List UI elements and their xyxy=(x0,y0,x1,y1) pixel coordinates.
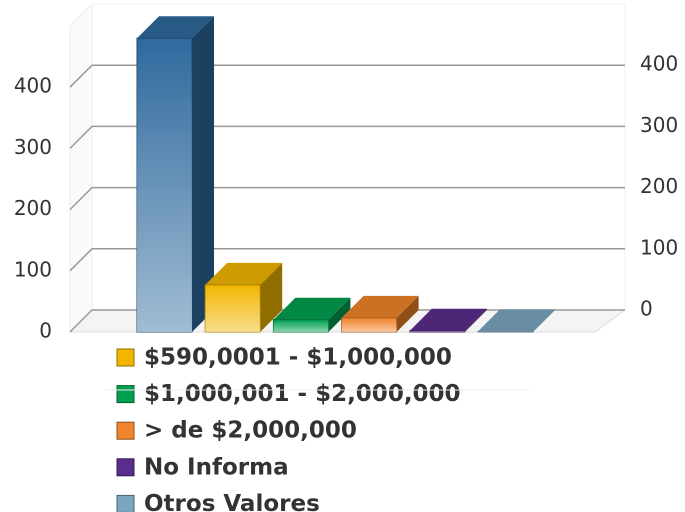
bar-top xyxy=(478,309,555,332)
bar-side xyxy=(192,16,214,333)
bar-side xyxy=(464,308,487,332)
bar-highlight xyxy=(137,38,192,333)
bar xyxy=(272,297,351,333)
grid-line xyxy=(69,186,625,211)
bar-top xyxy=(273,297,351,320)
y-tick-label: 400 xyxy=(14,74,52,98)
bar xyxy=(341,295,419,333)
legend-label: No Informa xyxy=(144,454,289,480)
legend-label: $590,0001 - $1,000,000 xyxy=(144,345,452,371)
bar-highlight xyxy=(205,284,261,332)
bar-top xyxy=(341,295,419,318)
y2-tick-label: 100 xyxy=(640,235,678,259)
grid-line xyxy=(69,248,625,272)
grid-line xyxy=(69,64,625,88)
bar-highlight xyxy=(341,317,397,332)
y2-tick-label: 0 xyxy=(640,297,653,321)
bar-side xyxy=(260,262,283,332)
legend-label: > de $2,000,000 xyxy=(144,418,357,444)
bar-top xyxy=(137,16,214,39)
bar xyxy=(204,262,283,333)
bar-side xyxy=(533,309,555,332)
legend-label: $1,000,001 - $2,000,000 xyxy=(144,381,461,407)
bar-top xyxy=(409,308,487,331)
legend-swatch xyxy=(116,348,135,367)
bar-top xyxy=(205,262,283,285)
bar-highlight xyxy=(478,331,533,332)
legend-swatch xyxy=(116,421,135,440)
side-wall xyxy=(69,2,93,334)
y-tick-label: 0 xyxy=(39,319,52,343)
grid-line xyxy=(69,125,625,149)
bar-side xyxy=(328,297,351,332)
legend-swatch xyxy=(116,458,135,477)
bar xyxy=(409,308,487,333)
bar xyxy=(136,16,214,333)
legend-swatch xyxy=(116,385,135,404)
y-tick-label: 100 xyxy=(14,257,52,281)
bar-side xyxy=(396,295,419,332)
bar-highlight xyxy=(273,319,329,332)
bar-highlight xyxy=(409,330,465,332)
y2-tick-label: 400 xyxy=(640,52,678,76)
y-tick-label: 200 xyxy=(14,196,52,220)
legend-label: Otros Valores xyxy=(144,491,320,512)
y-tick-label: 300 xyxy=(14,135,52,159)
legend-swatch xyxy=(116,494,135,512)
y2-tick-label: 300 xyxy=(640,113,678,137)
y2-tick-label: 200 xyxy=(640,174,678,198)
bar xyxy=(477,309,555,333)
